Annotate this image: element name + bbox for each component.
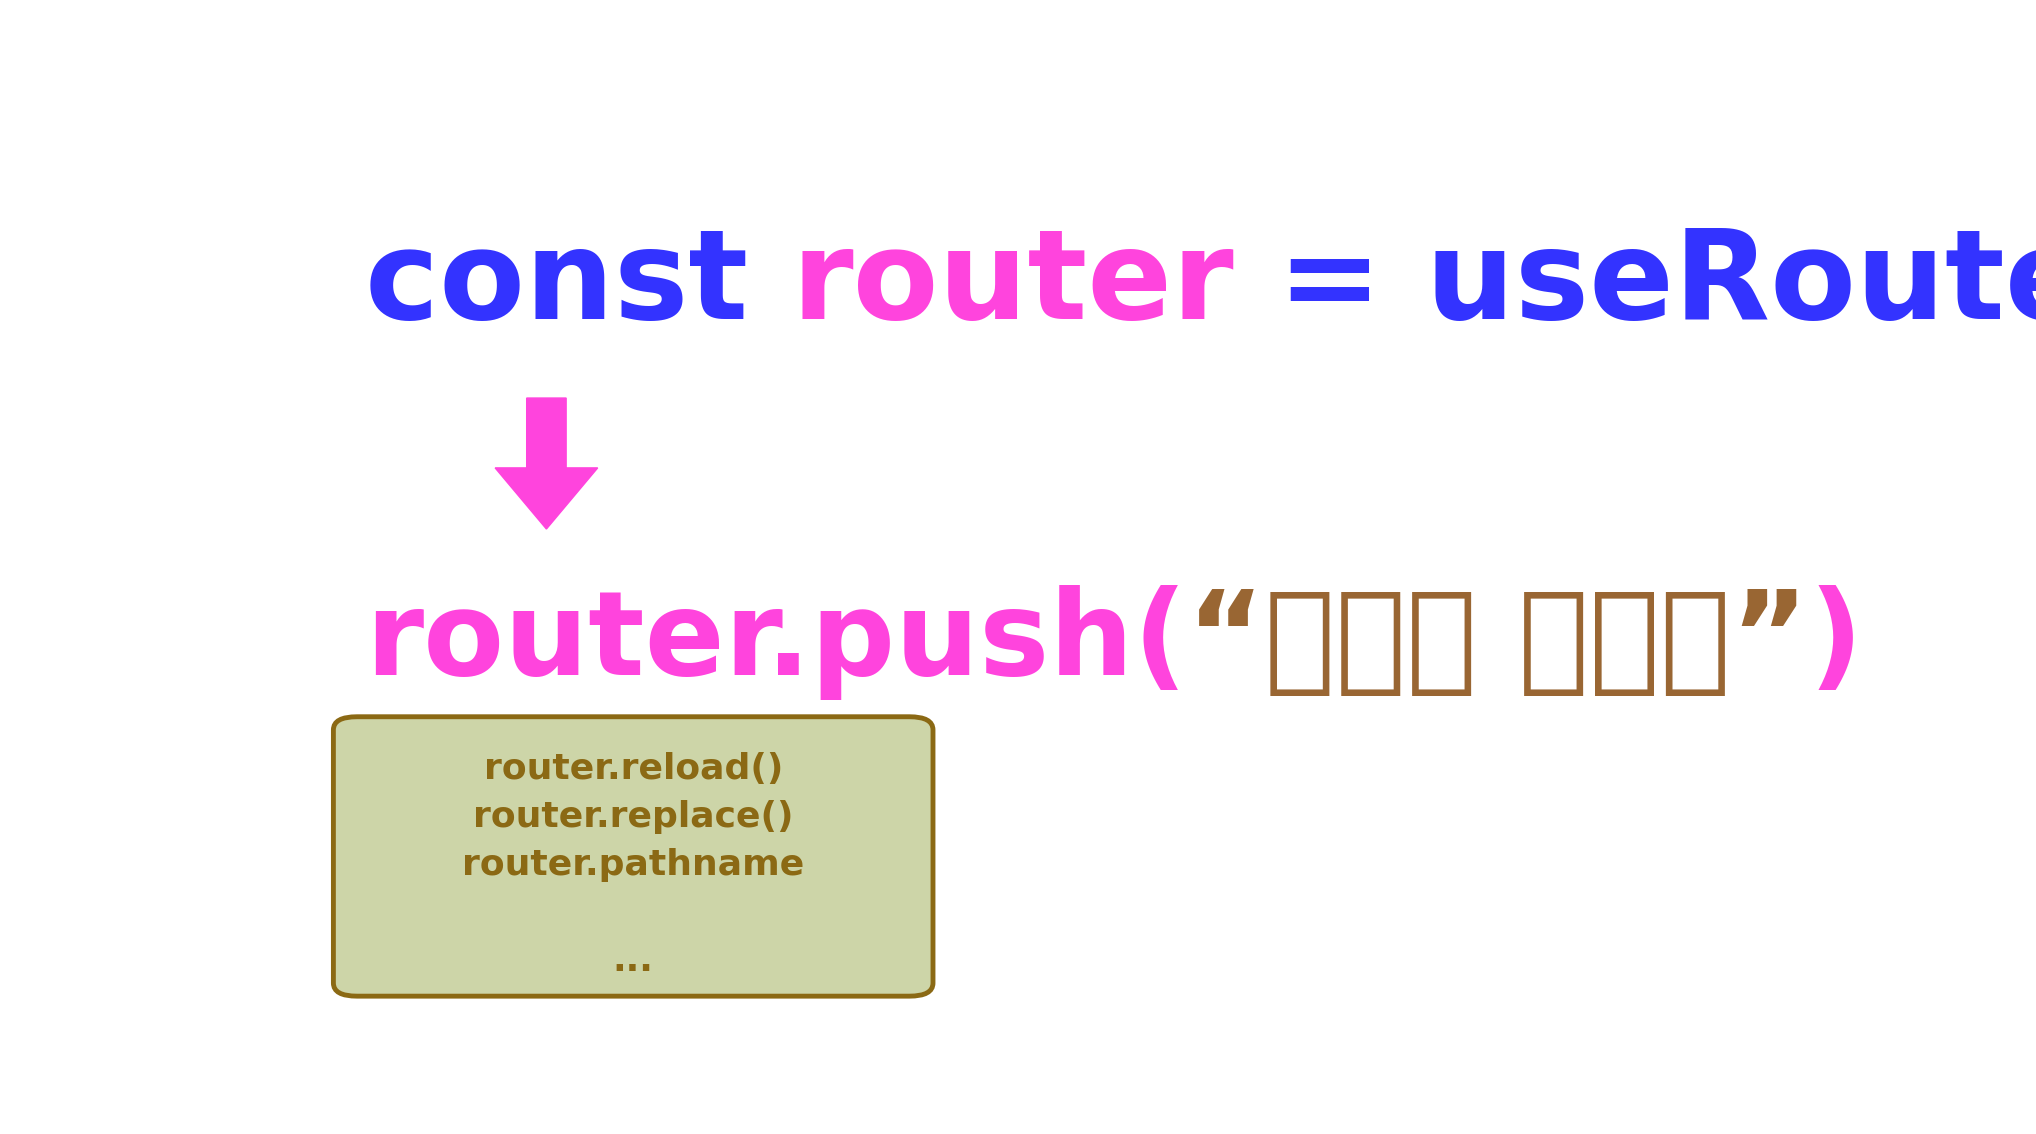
- Text: ...: ...: [613, 945, 654, 979]
- Text: const: const: [364, 225, 792, 345]
- Polygon shape: [495, 398, 599, 528]
- Text: ): ): [1808, 585, 1863, 700]
- Text: router.reload(): router.reload(): [483, 752, 784, 786]
- FancyBboxPatch shape: [334, 717, 932, 996]
- Text: router.push(: router.push(: [364, 585, 1187, 700]
- Text: router: router: [792, 225, 1234, 345]
- Text: router.replace(): router.replace(): [472, 801, 794, 835]
- Text: “이동할 페이지”: “이동할 페이지”: [1187, 585, 1808, 700]
- Text: router.pathname: router.pathname: [462, 848, 804, 882]
- Text: = useRouter(): = useRouter(): [1234, 225, 2036, 345]
